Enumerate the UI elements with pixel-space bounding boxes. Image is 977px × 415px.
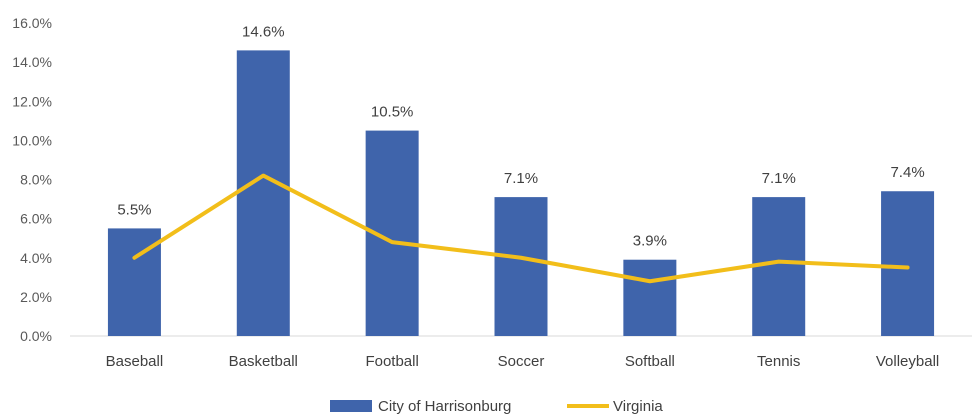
- y-tick-label: 10.0%: [12, 132, 52, 148]
- bar-tennis: [752, 197, 806, 336]
- y-tick-label: 4.0%: [20, 250, 52, 266]
- x-axis-category-labels: Baseball Basketball Football Soccer Softball…: [106, 353, 940, 370]
- x-tick-label-softball: Softball: [625, 353, 675, 370]
- y-tick-label: 8.0%: [20, 172, 52, 188]
- data-label-football: 10.5%: [371, 104, 414, 121]
- x-tick-label-volleyball: Volleyball: [876, 353, 939, 370]
- chart-legend: City of Harrisonburg Virginia: [330, 398, 663, 415]
- y-tick-label: 14.0%: [12, 54, 52, 70]
- x-tick-label-baseball: Baseball: [106, 353, 164, 370]
- bar-soccer: [494, 197, 548, 336]
- data-label-baseball: 5.5%: [117, 201, 151, 218]
- y-tick-label: 12.0%: [12, 93, 52, 109]
- harrisonburg-bars: [107, 50, 935, 336]
- bar-data-labels: 5.5% 14.6% 10.5% 7.1% 3.9% 7.1% 7.4%: [117, 23, 924, 249]
- bar-softball: [623, 259, 677, 336]
- legend-label-harrisonburg: City of Harrisonburg: [378, 398, 511, 415]
- y-axis-tick-labels: 0.0% 2.0% 4.0% 6.0% 8.0% 10.0% 12.0% 14.0% 16.0%: [12, 15, 52, 344]
- legend-swatch-harrisonburg: [330, 400, 372, 412]
- y-tick-label: 6.0%: [20, 211, 52, 227]
- x-tick-label-basketball: Basketball: [229, 353, 298, 370]
- data-label-softball: 3.9%: [633, 233, 667, 250]
- bar-basketball: [236, 50, 290, 336]
- x-tick-label-tennis: Tennis: [757, 353, 800, 370]
- data-label-basketball: 14.6%: [242, 23, 285, 40]
- data-label-soccer: 7.1%: [504, 170, 538, 187]
- bar-volleyball: [881, 191, 935, 336]
- data-label-tennis: 7.1%: [762, 170, 796, 187]
- y-tick-label: 16.0%: [12, 15, 52, 31]
- x-tick-label-football: Football: [365, 353, 418, 370]
- y-tick-label: 2.0%: [20, 289, 52, 305]
- x-tick-label-soccer: Soccer: [498, 353, 545, 370]
- data-label-volleyball: 7.4%: [890, 164, 924, 181]
- virginia-line-series: [132, 173, 910, 284]
- legend-label-virginia: Virginia: [613, 398, 663, 415]
- y-tick-label: 0.0%: [20, 328, 52, 344]
